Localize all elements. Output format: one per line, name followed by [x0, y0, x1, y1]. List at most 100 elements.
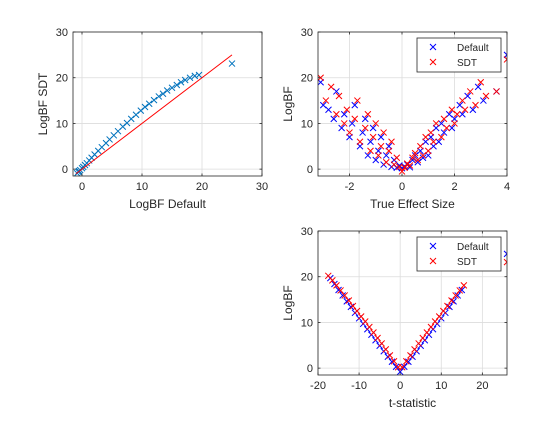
x-tick-label: 0 [399, 181, 405, 193]
data-point [367, 138, 374, 146]
data-point [155, 93, 163, 100]
data-point [382, 152, 390, 159]
data-point [503, 250, 507, 258]
data-point [405, 358, 412, 366]
y-tick-label: 10 [56, 118, 68, 130]
data-point [318, 74, 324, 82]
data-point [364, 152, 372, 159]
legend-marker [429, 58, 437, 66]
data-point [417, 142, 424, 150]
data-point [349, 302, 357, 310]
data-point [411, 149, 419, 157]
data-point [339, 292, 347, 299]
data-point [415, 340, 423, 347]
data-point [459, 110, 466, 118]
x-tick-label: 20 [476, 380, 488, 392]
data-point [409, 156, 416, 164]
data-point [378, 340, 386, 347]
data-point [356, 138, 364, 146]
y-tick-label: 10 [301, 317, 313, 329]
data-point [472, 101, 479, 109]
data-layer [73, 54, 236, 176]
data-point [340, 120, 348, 127]
data-point [423, 329, 431, 336]
x-axis-label: LogBF Default [129, 197, 206, 211]
data-point [343, 298, 351, 305]
data-point [361, 318, 369, 325]
data-point [347, 303, 355, 311]
x-axis-label: True Effect Size [370, 197, 455, 211]
data-point [141, 103, 149, 111]
data-point [427, 323, 435, 331]
x-tick-label: 0 [397, 380, 403, 392]
data-point [427, 129, 435, 136]
data-point [364, 110, 372, 118]
data-point [448, 124, 456, 132]
data-point [396, 368, 404, 375]
data-point [361, 115, 369, 123]
data-point [325, 106, 332, 114]
y-tick-label: 0 [307, 363, 313, 375]
x-tick-label: 10 [435, 380, 447, 392]
data-point [443, 124, 450, 132]
data-point [195, 71, 203, 79]
data-point [435, 138, 443, 146]
data-point [477, 78, 485, 86]
data-point [406, 162, 414, 169]
legend-marker [429, 43, 437, 51]
data-point [145, 100, 153, 108]
data-point [446, 303, 453, 311]
y-axis-label: LogBF SDT [36, 72, 50, 135]
data-point [409, 154, 416, 162]
data-point [348, 120, 356, 127]
data-point [419, 154, 427, 162]
data-point [435, 313, 443, 320]
data-point [390, 357, 398, 365]
data-point [345, 297, 353, 304]
data-point [398, 168, 406, 175]
data-point [177, 78, 185, 86]
data-point [351, 115, 359, 123]
data-point [377, 142, 385, 150]
y-tick-label: 20 [301, 272, 313, 284]
data-point [393, 154, 401, 162]
data-point [388, 138, 395, 146]
data-point [440, 129, 448, 136]
x-axis-label: t-statistic [389, 396, 436, 410]
data-point [329, 277, 336, 284]
x-tick-label: 10 [136, 181, 148, 193]
data-point [388, 358, 396, 366]
data-point [451, 120, 458, 127]
axes-box [72, 31, 263, 177]
x-tick-label: 20 [196, 181, 208, 193]
data-point [346, 129, 353, 136]
data-point [396, 163, 403, 171]
data-point [380, 129, 387, 136]
y-axis-label: LogBF [281, 285, 295, 320]
data-point [191, 72, 199, 80]
data-point [341, 292, 349, 299]
data-point [419, 334, 427, 342]
data-point [340, 110, 348, 118]
data-layer [318, 51, 507, 175]
data-point [407, 351, 414, 359]
y-tick-label: 30 [301, 226, 313, 238]
data-point [385, 147, 393, 155]
data-point [459, 97, 466, 104]
data-point [377, 133, 385, 141]
legend-entry: SDT [457, 58, 477, 69]
data-point [173, 81, 181, 89]
data-point [361, 124, 369, 132]
data-point [370, 329, 377, 336]
data-point [186, 74, 194, 82]
data-point [493, 88, 500, 95]
data-point [401, 164, 408, 172]
data-point [369, 133, 377, 141]
data-point [150, 96, 158, 104]
data-point [357, 313, 365, 320]
data-point [400, 363, 408, 371]
data-point [337, 287, 344, 294]
data-point [503, 258, 507, 266]
data-point [181, 76, 189, 84]
data-point [372, 120, 380, 127]
